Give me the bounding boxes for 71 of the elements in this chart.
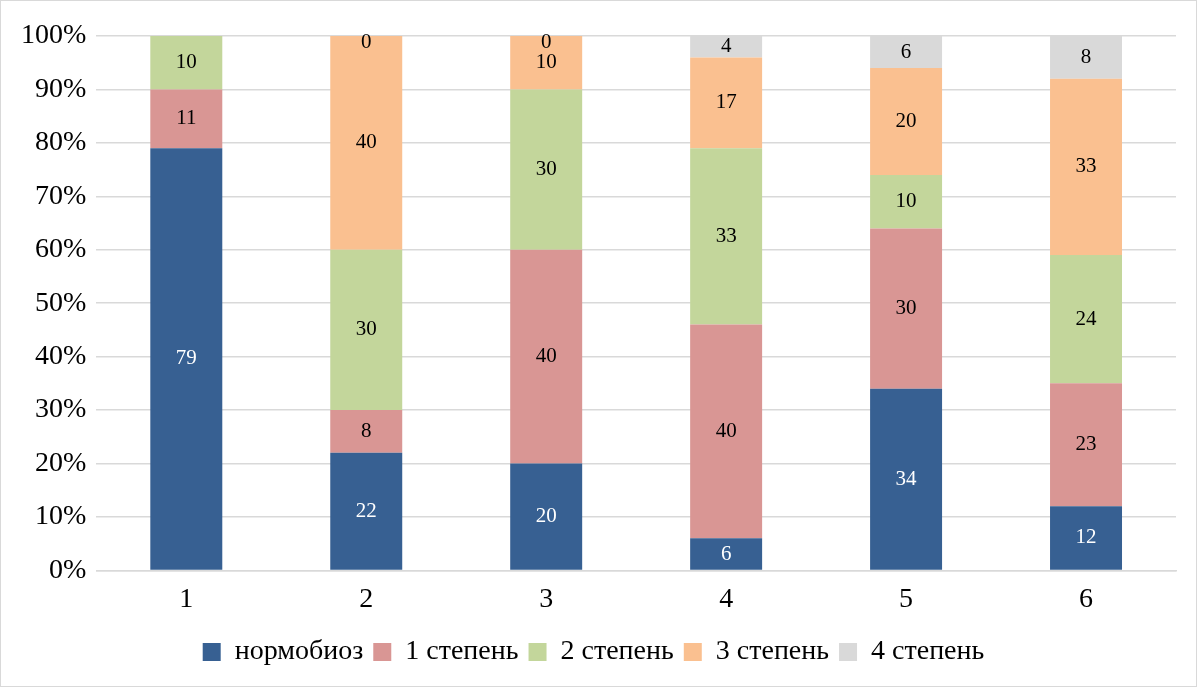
- bar: [150, 36, 223, 90]
- bar: [1050, 78, 1123, 256]
- bar: [870, 228, 943, 389]
- y-tick-label: 100%: [21, 18, 87, 50]
- data-label: 24: [1075, 305, 1098, 330]
- legend-label: 2 степень: [560, 634, 674, 666]
- x-tick-label: 2: [359, 581, 374, 613]
- bar: [870, 174, 943, 229]
- bar: [330, 249, 403, 411]
- bar: [1050, 383, 1123, 507]
- data-label: 23: [1075, 431, 1097, 456]
- bar: [330, 410, 403, 453]
- data-label: 40: [715, 417, 737, 442]
- data-label: 34: [895, 465, 918, 490]
- data-label: 30: [355, 316, 377, 341]
- legend-label: нормобиоз: [234, 634, 364, 666]
- bar: [510, 36, 583, 90]
- bar: [150, 89, 223, 149]
- data-label: 33: [715, 222, 737, 247]
- data-label: 8: [1080, 43, 1092, 68]
- y-tick-label: 80%: [35, 125, 87, 157]
- legend-label: 4 степень: [871, 634, 985, 666]
- data-label: 20: [895, 108, 917, 133]
- x-tick-label: 4: [719, 581, 734, 613]
- data-label: 4: [720, 33, 732, 58]
- legend-label: 3 степень: [715, 634, 830, 666]
- x-tick-label: 1: [179, 581, 194, 613]
- bar: [510, 89, 583, 250]
- y-tick-label: 70%: [35, 178, 87, 210]
- bar: [150, 148, 223, 570]
- data-label: 33: [1075, 153, 1097, 178]
- x-tick-label: 5: [899, 581, 914, 613]
- bar: [510, 463, 583, 570]
- y-tick-label: 0%: [49, 552, 87, 584]
- bar: [690, 57, 763, 149]
- bar: [330, 36, 403, 250]
- data-label: 0: [360, 28, 372, 53]
- x-tick-label: 3: [539, 581, 554, 613]
- data-label: 79: [175, 345, 197, 370]
- data-label: 6: [900, 38, 912, 63]
- data-label: 11: [176, 105, 197, 130]
- bar: [870, 388, 943, 570]
- y-tick-label: 60%: [35, 232, 87, 264]
- bar: [690, 538, 763, 570]
- y-tick-label: 50%: [35, 285, 87, 317]
- y-tick-label: 10%: [35, 499, 87, 531]
- data-label: 20: [535, 503, 557, 528]
- data-label: 40: [355, 129, 377, 154]
- bar: [870, 68, 943, 175]
- data-label: 22: [355, 497, 377, 522]
- data-label: 17: [715, 89, 737, 114]
- y-tick-label: 40%: [35, 339, 87, 370]
- y-tick-label: 90%: [35, 71, 87, 103]
- bar: [690, 148, 763, 325]
- x-tick-label: 6: [1079, 581, 1094, 613]
- data-label: 8: [360, 417, 372, 442]
- bar: [510, 249, 583, 464]
- bar: [1050, 506, 1123, 570]
- data-label: 10: [895, 188, 917, 213]
- y-tick-label: 20%: [35, 445, 87, 477]
- bar: [330, 452, 403, 570]
- bar: [690, 324, 763, 539]
- data-label: 10: [175, 49, 197, 74]
- data-label: 30: [895, 295, 917, 320]
- data-label: 6: [720, 540, 732, 565]
- data-label: 40: [535, 343, 557, 368]
- bar: [1050, 255, 1123, 384]
- y-tick-label: 30%: [35, 392, 87, 424]
- legend-label: 1 степень: [405, 634, 519, 666]
- data-label: 12: [1075, 524, 1097, 549]
- data-label: 30: [535, 156, 557, 181]
